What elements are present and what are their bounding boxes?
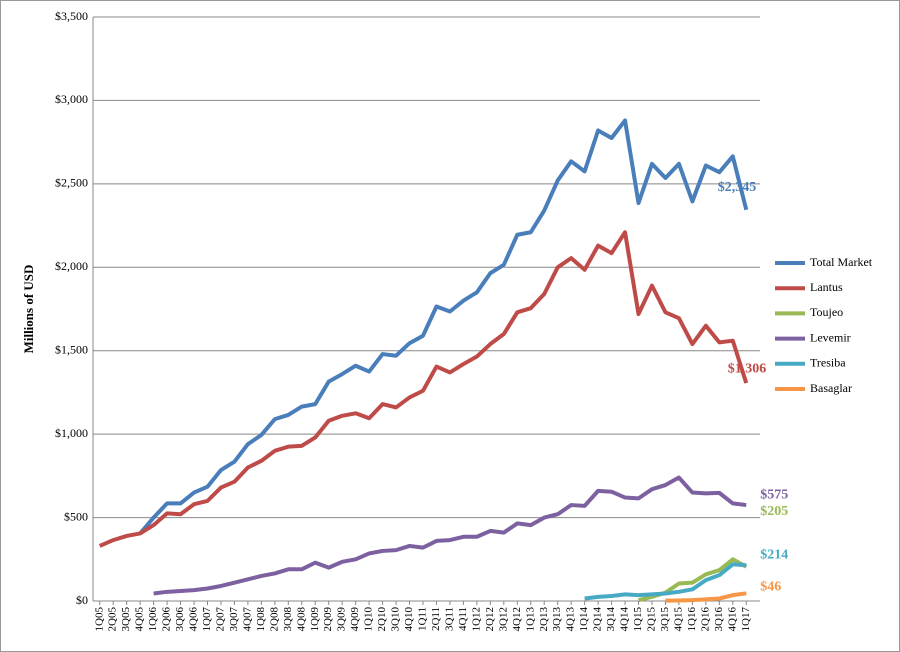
- data-label: $2,345: [718, 180, 757, 195]
- data-label: $214: [760, 548, 788, 563]
- y-tick-label: $500: [64, 509, 88, 523]
- x-tick-label: 3Q10: [390, 607, 402, 632]
- x-tick-label: 4Q06: [188, 607, 200, 632]
- x-tick-label: 2Q09: [322, 607, 334, 632]
- x-tick-label: 4Q07: [241, 607, 253, 632]
- x-tick-label: 2Q11: [430, 607, 442, 631]
- x-tick-label: 3Q09: [336, 607, 348, 632]
- y-tick-label: $1,500: [55, 342, 88, 356]
- x-tick-label: 4Q11: [457, 607, 469, 631]
- x-tick-label: 4Q13: [565, 607, 577, 632]
- x-tick-label: 3Q15: [659, 607, 671, 632]
- x-tick-label: 2Q10: [376, 607, 388, 632]
- y-tick-label: $2,500: [55, 176, 88, 190]
- series-line: [138, 118, 749, 535]
- x-tick-label: 3Q12: [497, 607, 509, 631]
- x-tick-label: 2Q06: [161, 607, 173, 632]
- x-tick-label: 3Q14: [605, 607, 617, 632]
- legend-label: Toujeo: [810, 305, 843, 319]
- x-tick-label: 3Q13: [551, 607, 563, 632]
- x-tick-label: 1Q12: [470, 607, 482, 631]
- data-label: $1,306: [728, 361, 767, 376]
- x-tick-label: 1Q11: [417, 607, 429, 631]
- x-tick-label: 2Q07: [214, 607, 226, 632]
- x-tick-label: 1Q15: [632, 607, 644, 632]
- x-tick-label: 1Q05: [93, 607, 105, 632]
- x-tick-label: 3Q16: [713, 607, 725, 632]
- x-tick-label: 2Q08: [268, 607, 280, 632]
- y-tick-label: $3,500: [55, 9, 88, 23]
- x-tick-label: 1Q16: [686, 607, 698, 632]
- data-label: $575: [760, 487, 788, 502]
- data-label: $46: [760, 580, 781, 595]
- x-tick-label: 4Q16: [726, 607, 738, 632]
- x-tick-label: 1Q06: [147, 607, 159, 632]
- legend-label: Levemir: [810, 330, 851, 344]
- legend-label: Tresiba: [810, 356, 846, 370]
- x-tick-label: 4Q12: [511, 607, 523, 631]
- y-tick-label: $0: [76, 593, 88, 607]
- x-tick-label: 1Q08: [255, 607, 267, 632]
- x-tick-label: 2Q13: [538, 607, 550, 632]
- x-tick-label: 2Q14: [592, 607, 604, 632]
- x-tick-label: 2Q16: [699, 607, 711, 632]
- x-tick-label: 4Q09: [349, 607, 361, 632]
- x-tick-label: 3Q08: [282, 607, 294, 632]
- data-label: $205: [760, 504, 788, 519]
- x-tick-label: 3Q06: [174, 607, 186, 632]
- x-tick-label: 4Q05: [134, 607, 146, 632]
- y-tick-label: $1,000: [55, 426, 88, 440]
- x-tick-label: 4Q14: [619, 607, 631, 632]
- x-tick-label: 3Q07: [228, 607, 240, 632]
- x-tick-label: 2Q05: [107, 607, 119, 632]
- y-tick-label: $2,000: [55, 259, 88, 273]
- x-tick-label: 1Q13: [524, 607, 536, 632]
- x-tick-label: 2Q15: [646, 607, 658, 632]
- x-tick-label: 4Q15: [672, 607, 684, 632]
- legend-label: Total Market: [810, 255, 873, 269]
- x-tick-label: 4Q08: [295, 607, 307, 632]
- series-line: [153, 475, 747, 596]
- series-line: [98, 230, 749, 548]
- legend-label: Basaglar: [810, 381, 852, 395]
- series-line: [665, 591, 747, 603]
- y-tick-label: $3,000: [55, 92, 88, 106]
- y-axis-label: Millions of USD: [21, 265, 36, 354]
- series-line: [584, 562, 747, 601]
- x-tick-label: 1Q09: [309, 607, 321, 632]
- x-tick-label: 1Q10: [363, 607, 375, 632]
- x-tick-label: 2Q12: [484, 607, 496, 631]
- x-tick-label: 3Q05: [120, 607, 132, 632]
- x-tick-label: 1Q17: [740, 607, 752, 632]
- x-tick-label: 3Q11: [443, 607, 455, 631]
- legend-label: Lantus: [810, 280, 843, 294]
- x-tick-label: 4Q10: [403, 607, 415, 632]
- x-tick-label: 1Q14: [578, 607, 590, 632]
- x-tick-label: 1Q07: [201, 607, 213, 632]
